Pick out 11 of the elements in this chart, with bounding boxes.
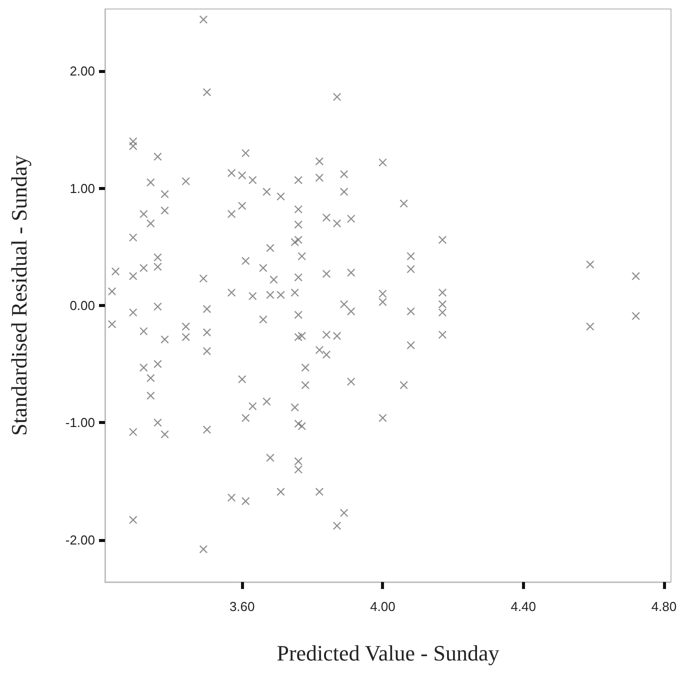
y-tick-label: 2.00 [70, 64, 95, 79]
x-axis-title: Predicted Value - Sunday [276, 640, 500, 666]
x-tick-label: 4.80 [651, 599, 677, 614]
y-tick-label: 1.00 [70, 180, 95, 196]
x-tick-label: 4.00 [370, 599, 396, 614]
y-tick-label: -2.00 [65, 532, 95, 548]
y-axis-title: Standardised Residual - Sunday [6, 155, 32, 436]
y-tick-label: -1.00 [65, 415, 95, 430]
y-tick-label: 0.00 [70, 298, 95, 313]
x-tick-label: 4.40 [510, 599, 536, 614]
x-tick-label: 3.60 [229, 599, 255, 614]
